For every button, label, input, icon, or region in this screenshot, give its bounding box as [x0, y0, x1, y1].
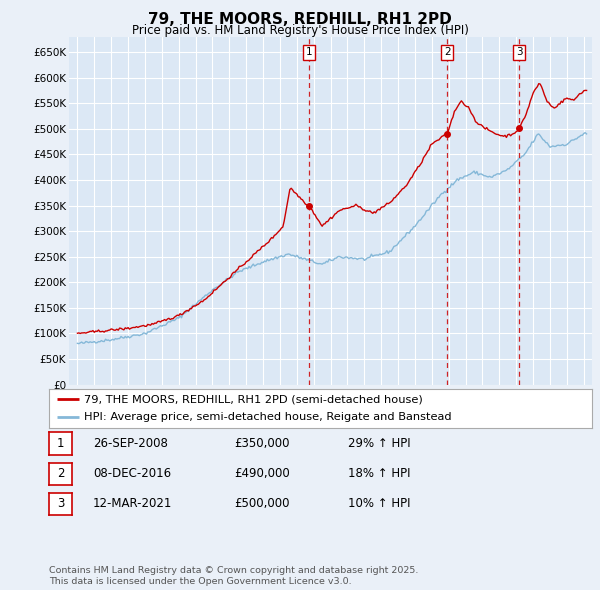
Text: 12-MAR-2021: 12-MAR-2021 [93, 497, 172, 510]
Text: £490,000: £490,000 [234, 467, 290, 480]
Text: 3: 3 [57, 497, 64, 510]
Text: 18% ↑ HPI: 18% ↑ HPI [348, 467, 410, 480]
Text: 10% ↑ HPI: 10% ↑ HPI [348, 497, 410, 510]
Text: Contains HM Land Registry data © Crown copyright and database right 2025.
This d: Contains HM Land Registry data © Crown c… [49, 566, 419, 586]
Text: Price paid vs. HM Land Registry's House Price Index (HPI): Price paid vs. HM Land Registry's House … [131, 24, 469, 37]
Text: 08-DEC-2016: 08-DEC-2016 [93, 467, 171, 480]
Text: 3: 3 [516, 47, 523, 57]
Text: £350,000: £350,000 [234, 437, 290, 450]
Text: HPI: Average price, semi-detached house, Reigate and Banstead: HPI: Average price, semi-detached house,… [85, 412, 452, 422]
Text: 1: 1 [57, 437, 64, 450]
Text: 79, THE MOORS, REDHILL, RH1 2PD (semi-detached house): 79, THE MOORS, REDHILL, RH1 2PD (semi-de… [85, 394, 423, 404]
Text: 2: 2 [444, 47, 451, 57]
Text: 1: 1 [306, 47, 313, 57]
Text: £500,000: £500,000 [234, 497, 290, 510]
Text: 29% ↑ HPI: 29% ↑ HPI [348, 437, 410, 450]
Text: 26-SEP-2008: 26-SEP-2008 [93, 437, 168, 450]
Text: 79, THE MOORS, REDHILL, RH1 2PD: 79, THE MOORS, REDHILL, RH1 2PD [148, 12, 452, 27]
Text: 2: 2 [57, 467, 64, 480]
